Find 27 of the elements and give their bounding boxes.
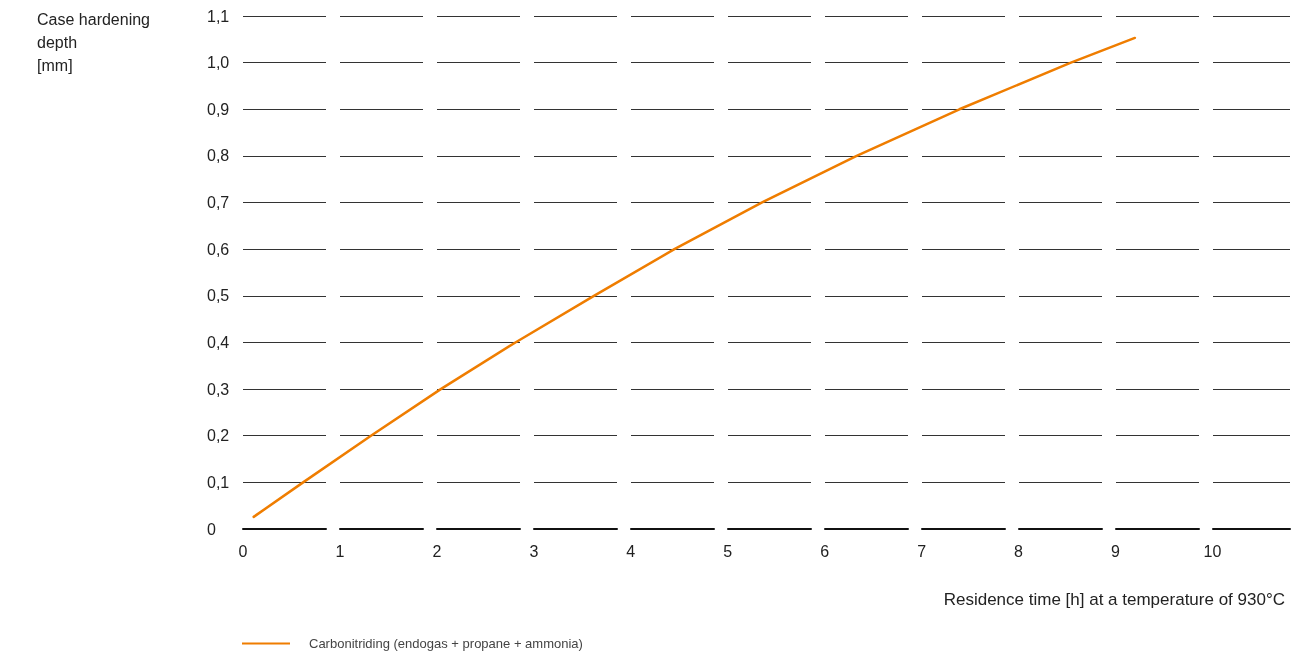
y-tick-label: 0 bbox=[207, 520, 216, 538]
y-tick-label: 1,0 bbox=[207, 54, 230, 72]
x-tick-label: 9 bbox=[1111, 542, 1121, 560]
x-tick-label: 2 bbox=[432, 542, 442, 560]
y-tick-label: 0,2 bbox=[207, 427, 230, 445]
x-tick-label: 4 bbox=[626, 542, 636, 560]
x-tick-label: 0 bbox=[238, 542, 248, 560]
y-tick-label: 0,5 bbox=[207, 287, 230, 305]
x-tick-label: 8 bbox=[1014, 542, 1024, 560]
x-tick-label: 10 bbox=[1203, 542, 1222, 560]
y-tick-label: 0,1 bbox=[207, 473, 230, 491]
y-tick-label: 0,8 bbox=[207, 147, 230, 165]
line-series bbox=[252, 36, 1137, 519]
y-axis-title: Case hardening depth [mm] bbox=[37, 11, 150, 74]
x-axis-title: Residence time [h] at a temperature of 930°C bbox=[943, 590, 1285, 609]
y-tick-label: 0,9 bbox=[207, 100, 230, 118]
y-tick-label: 1,1 bbox=[207, 7, 230, 25]
legend-label: Carbonitriding (endogas + propane + ammonia) bbox=[309, 636, 583, 651]
x-tick-label: 7 bbox=[917, 542, 927, 560]
y-tick-label: 0,6 bbox=[207, 240, 230, 258]
x-tick-label: 3 bbox=[529, 542, 539, 560]
x-tick-label: 1 bbox=[335, 542, 345, 560]
x-tick-label: 6 bbox=[820, 542, 830, 560]
y-tick-label: 0,4 bbox=[207, 333, 230, 351]
x-tick-label: 5 bbox=[723, 542, 733, 560]
y-tick-label: 0,7 bbox=[207, 194, 230, 212]
y-tick-label: 0,3 bbox=[207, 380, 230, 398]
